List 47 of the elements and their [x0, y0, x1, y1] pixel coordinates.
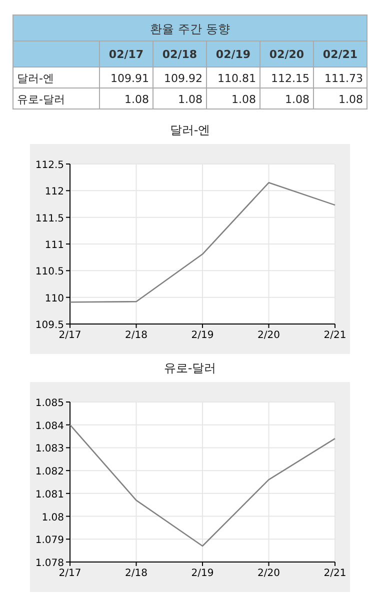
x-tick-label: 2/21: [324, 568, 346, 579]
y-tick-label: 1.085: [35, 398, 64, 409]
y-tick-label: 110.5: [35, 266, 64, 278]
y-tick-label: 1.078: [35, 558, 64, 569]
y-tick-label: 1.084: [35, 420, 64, 432]
data-label: 110.81: [218, 72, 256, 85]
x-tick-label: 2/17: [58, 330, 82, 341]
data-label: 111.73: [324, 72, 363, 85]
x-tick-label: 2/18: [125, 568, 148, 579]
y-tick-label: 111.5: [35, 213, 64, 224]
x-tick-label: 2/19: [191, 568, 214, 579]
data-label: 109.92: [164, 72, 202, 85]
y-tick-label: 1.083: [35, 444, 64, 455]
x-tick-label: 2/19: [191, 330, 214, 341]
chart-title: 유로-달러: [164, 361, 216, 375]
y-tick-label: 1.079: [35, 535, 64, 546]
chart-title: 달러-엔: [170, 123, 210, 137]
category-label: 02/20: [269, 48, 304, 61]
data-label: 112.15: [271, 72, 310, 85]
data-label: 1.08: [124, 93, 149, 106]
line-series: [69, 182, 336, 303]
y-tick-label: 112: [44, 186, 64, 198]
y-tick-label: 111: [44, 240, 64, 251]
data-label: 1.08: [232, 93, 256, 106]
text: 유로-달러: [17, 93, 65, 106]
x-tick-label: 2/20: [258, 568, 280, 579]
text: 환율 주간 동향: [150, 22, 230, 36]
text: 달러-엔: [17, 72, 54, 85]
category-label: 02/21: [322, 48, 358, 61]
category-label: 02/17: [108, 48, 144, 61]
y-tick-label: 1.081: [35, 489, 64, 500]
category-label: 02/19: [216, 48, 251, 61]
y-tick-label: 1.082: [35, 466, 64, 478]
x-tick-label: 2/17: [58, 568, 82, 579]
data-label: 1.08: [338, 93, 363, 106]
category-label: 02/18: [162, 48, 198, 61]
y-tick-label: 1.08: [42, 512, 64, 524]
x-tick-label: 2/21: [324, 330, 346, 341]
line-series: [69, 424, 336, 547]
y-tick-label: 110: [44, 293, 64, 304]
y-tick-label: 109.5: [35, 320, 64, 331]
x-tick-label: 2/20: [258, 330, 280, 341]
data-label: 1.08: [285, 93, 310, 106]
y-tick-label: 112.5: [35, 160, 64, 171]
data-label: 1.08: [178, 93, 202, 106]
data-label: 109.91: [110, 72, 149, 85]
x-tick-label: 2/18: [125, 330, 148, 341]
